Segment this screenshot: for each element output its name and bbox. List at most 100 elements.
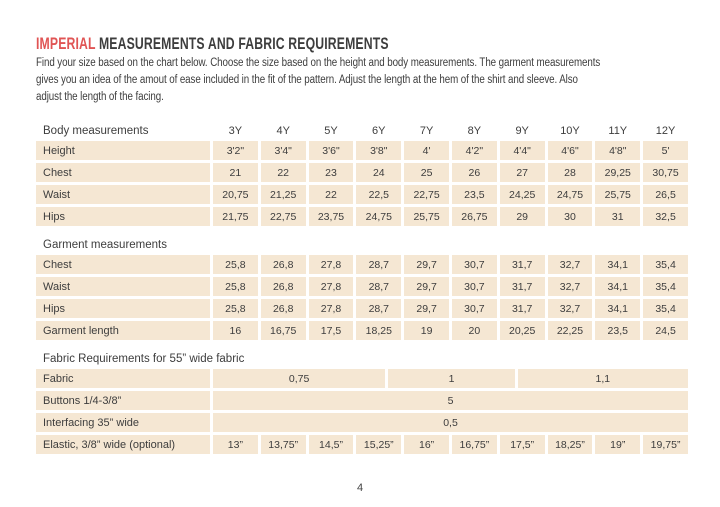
row-label: Buttons 1/4-3/8”	[36, 391, 210, 410]
table-row: Buttons 1/4-3/8” 5	[36, 391, 688, 410]
value-cell: 24,75	[547, 185, 593, 204]
value-cell: 24,75	[356, 207, 402, 226]
value-cell: 25,75	[595, 185, 641, 204]
row-data-area: 25,8 26,8 27,8 28,7 29,7 30,7 31,7 32,7 34,1 35,4	[213, 299, 688, 318]
value-cell: 20,75	[213, 185, 258, 204]
size-column-header: 6Y	[372, 125, 386, 137]
value-cell: 18,25”	[547, 435, 593, 454]
row-data-area: 21 22 23 24 25 26 27 28 29,25 30,75	[213, 163, 688, 182]
row-data-area: 16 16,75 17,5 18,25 19 20 20,25 22,25 23,5 24,5	[213, 321, 688, 340]
value-cell: 22,25	[547, 321, 593, 340]
value-cell: 19	[404, 321, 449, 340]
value-cell: 21,25	[260, 185, 306, 204]
value-cell: 27	[499, 163, 545, 182]
table-row: Elastic, 3/8” wide (optional) 13” 13,75” 14…	[36, 435, 688, 454]
table-row: Chest 25,8 26,8 27,8 28,7 29,7 30,7 31,7 32,7 34,…	[36, 255, 688, 274]
value-cell: 22,75	[260, 207, 306, 226]
value-cell: 35,4	[643, 277, 688, 296]
value-cell: 27,8	[308, 299, 354, 318]
value-cell: 3'6"	[308, 141, 354, 160]
row-label: Interfacing 35” wide	[36, 413, 210, 432]
value-cell: 14,5”	[308, 435, 354, 454]
value-cell: 16	[213, 321, 258, 340]
value-cell: 27,8	[308, 255, 354, 274]
value-cell: 29,7	[404, 277, 449, 296]
value-cell: 30,7	[451, 299, 497, 318]
value-cell: 26,8	[260, 255, 306, 274]
value-cell: 25,75	[404, 207, 449, 226]
value-cell: 5'	[643, 141, 688, 160]
table-row: Waist 25,8 26,8 27,8 28,7 29,7 30,7 31,7 32,7 34,…	[36, 277, 688, 296]
value-cell: 22	[308, 185, 354, 204]
section-title: Fabric Requirements for 55” wide fabric	[43, 353, 245, 365]
row-label: Waist	[36, 185, 210, 204]
value-cell: 4'8"	[595, 141, 641, 160]
value-cell: 30,7	[451, 277, 497, 296]
measurements-table: Body measurements 3Y 4Y 5Y 6Y 7Y 8Y 9Y 10Y 11Y 12Y…	[36, 115, 688, 454]
value-cell: 30,7	[451, 255, 497, 274]
value-cell: 3'4"	[260, 141, 306, 160]
value-cell: 22,5	[356, 185, 402, 204]
value-cell: 31,7	[499, 277, 545, 296]
row-data-area: 3'2" 3'4" 3'6" 3'8" 4' 4'2" 4'4" 4'6" 4'8" 5'	[213, 141, 688, 160]
row-label: Hips	[36, 207, 210, 226]
value-cell: 4'	[404, 141, 449, 160]
intro-line: adjust the length of the facing.	[36, 91, 164, 103]
size-column-header: 12Y	[655, 125, 676, 137]
value-cell: 32,5	[643, 207, 688, 226]
section-title: Garment measurements	[43, 239, 167, 251]
value-cell: 16,75”	[451, 435, 497, 454]
size-column-header: 9Y	[515, 125, 529, 137]
value-cell: 22,75	[404, 185, 449, 204]
row-label: Height	[36, 141, 210, 160]
value-cell: 21	[213, 163, 258, 182]
row-label: Garment length	[36, 321, 210, 340]
value-cell: 13,75”	[260, 435, 306, 454]
value-cell: 22	[260, 163, 306, 182]
value-cell: 23	[308, 163, 354, 182]
table-row: Chest 21 22 23 24 25 26 27 28 29,25 30,75	[36, 163, 688, 182]
value-cell: 29,7	[404, 255, 449, 274]
value-cell: 34,1	[595, 277, 641, 296]
table-row: Height 3'2" 3'4" 3'6" 3'8" 4' 4'2" 4'4" 4'6" 4'8"…	[36, 141, 688, 160]
value-cell: 24,5	[643, 321, 688, 340]
page-title: IMPERIAL MEASUREMENTS AND FABRIC REQUIRE…	[36, 34, 528, 53]
value-cell: 23,5	[451, 185, 497, 204]
value-cell: 32,7	[547, 299, 593, 318]
value-cell: 4'2"	[451, 141, 497, 160]
merged-value-cell: 5	[213, 391, 688, 410]
value-cell: 17,5	[308, 321, 354, 340]
value-cell: 26,8	[260, 299, 306, 318]
page-title-accent: IMPERIAL	[36, 34, 96, 53]
value-cell: 3'2"	[213, 141, 258, 160]
value-cell: 25	[404, 163, 449, 182]
value-cell: 21,75	[213, 207, 258, 226]
value-cell: 31	[595, 207, 641, 226]
row-data-area: 25,8 26,8 27,8 28,7 29,7 30,7 31,7 32,7 34,1 35,4	[213, 255, 688, 274]
value-cell: 26,75	[451, 207, 497, 226]
value-cell: 32,7	[547, 277, 593, 296]
size-column-header: 7Y	[419, 125, 434, 137]
value-cell: 24,25	[499, 185, 545, 204]
intro-line: Find your size based on the chart below.…	[36, 57, 601, 69]
value-cell: 18,25	[356, 321, 402, 340]
intro-paragraph: Find your size based on the chart below.…	[36, 55, 720, 106]
row-label: Elastic, 3/8” wide (optional)	[36, 435, 210, 454]
row-label: Fabric	[36, 369, 210, 388]
section-title: Body measurements	[43, 125, 149, 137]
value-cell: 24	[356, 163, 402, 182]
row-data-area: 21,75 22,75 23,75 24,75 25,75 26,75 29 30 31 32,5	[213, 207, 688, 226]
row-label: Chest	[36, 255, 210, 274]
value-cell: 26,8	[260, 277, 306, 296]
size-column-header: 3Y	[228, 125, 243, 137]
size-column-header: 11Y	[608, 125, 628, 137]
value-cell: 25,8	[213, 277, 258, 296]
value-cell: 28,7	[356, 277, 402, 296]
value-cell: 16”	[404, 435, 449, 454]
section-header-row: Body measurements 3Y 4Y 5Y 6Y 7Y 8Y 9Y 10Y 11Y 12Y	[36, 115, 688, 138]
value-cell: 20	[451, 321, 497, 340]
value-cell: 28	[547, 163, 593, 182]
value-cell: 20,25	[499, 321, 545, 340]
value-cell: 19”	[595, 435, 641, 454]
